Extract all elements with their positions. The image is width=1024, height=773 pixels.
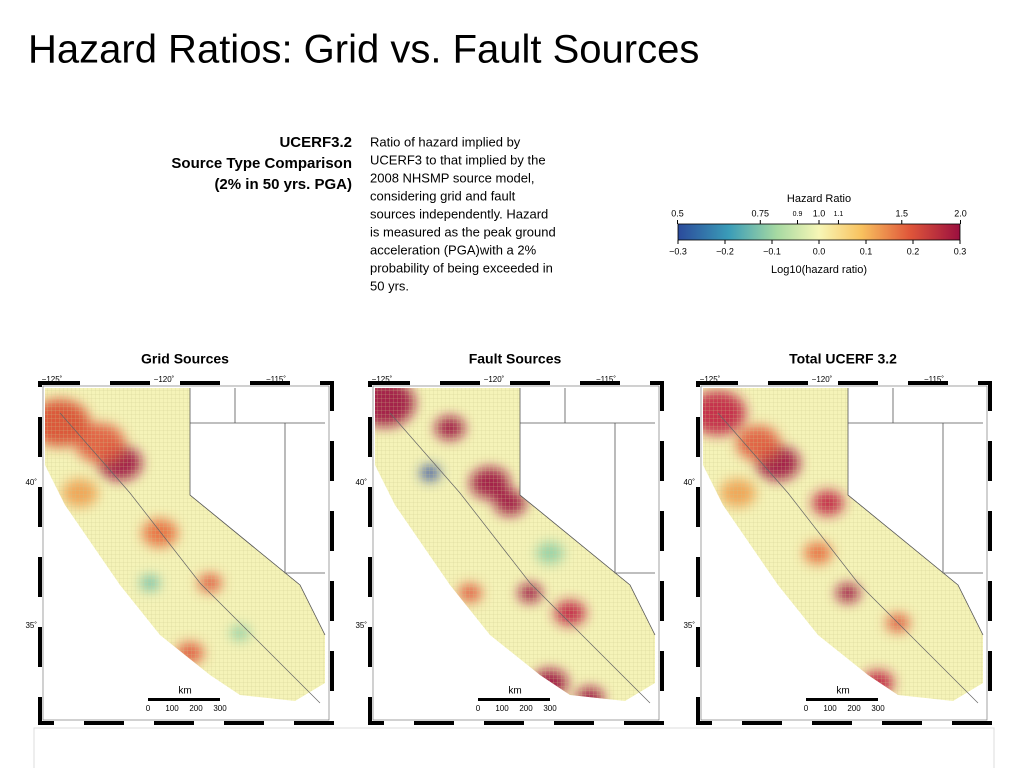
scale-label: 300 — [871, 704, 885, 713]
longitude-label: −120˚ — [812, 375, 833, 384]
heading-line: UCERF3.2 — [279, 134, 352, 151]
scale-bar — [148, 698, 220, 701]
colorbar-axis-label: Log10(hazard ratio) — [771, 264, 867, 276]
state-border — [189, 388, 326, 636]
description-line: acceleration (PGA)with a 2% — [370, 242, 537, 257]
map-border — [372, 385, 660, 721]
scale-label: 100 — [495, 704, 509, 713]
map-panel: Total UCERF 3.2 −125˚ −120˚ −115˚ 40˚ 35˚ km 0 1… — [683, 351, 992, 725]
scale-label: 0 — [146, 704, 151, 713]
longitude-label: −115˚ — [924, 375, 944, 384]
scale-label: 200 — [189, 704, 203, 713]
maps: Grid Sources −125˚ −120˚ −115˚ 40˚ 35˚ km 0 100 2… — [25, 351, 992, 725]
heading-line: (2% in 50 yrs. PGA) — [214, 176, 352, 193]
colorbar-ratio-label: 1.0 — [813, 208, 826, 218]
colorbar-log-label: −0.2 — [716, 246, 734, 256]
map-panel: Fault Sources −125˚ −120˚ −115˚ 40˚ 35˚ km 0 100… — [355, 351, 664, 725]
latitude-label: 35˚ — [25, 621, 37, 630]
scale-label: 200 — [847, 704, 861, 713]
map-panel: Grid Sources −125˚ −120˚ −115˚ 40˚ 35˚ km 0 100 2… — [25, 351, 334, 725]
longitude-label: −125˚ — [700, 375, 721, 384]
colorbar-ratio-label: 0.75 — [752, 208, 770, 218]
description-line: UCERF3 to that implied by the — [370, 152, 546, 167]
latitude-label: 40˚ — [355, 478, 367, 487]
latitude-label: 35˚ — [355, 621, 367, 630]
scale-bar — [478, 698, 550, 701]
heading: UCERF3.2 Source Type Comparison (2% in 50 … — [171, 134, 352, 193]
map-border — [42, 385, 330, 721]
description-line: sources independently. Hazard — [370, 206, 548, 221]
description-line: Ratio of hazard implied by — [370, 134, 521, 149]
footer-box — [33, 727, 995, 773]
colorbar-ratio-label: 0.5 — [671, 208, 684, 218]
longitude-label: −125˚ — [42, 375, 63, 384]
colorbar-ratio-label: 0.9 — [793, 211, 803, 218]
description-line: probability of being exceeded in — [370, 260, 553, 275]
colorbar-gradient — [677, 223, 961, 241]
scale-label: 300 — [213, 704, 227, 713]
scale-label: 0 — [476, 704, 481, 713]
slide-title: Hazard Ratios: Grid vs. Fault Sources — [28, 28, 699, 72]
colorbar-ratio-label: 1.5 — [896, 208, 909, 218]
fault-line — [59, 412, 321, 704]
map-title: Grid Sources — [141, 351, 229, 367]
longitude-label: −120˚ — [154, 375, 175, 384]
colorbar-log-label: −0.1 — [763, 246, 781, 256]
scale-label: 0 — [804, 704, 809, 713]
description-line: is measured as the peak ground — [370, 224, 556, 239]
scale-label: 300 — [543, 704, 557, 713]
description: Ratio of hazard implied by UCERF3 to that… — [370, 134, 556, 293]
latitude-label: 35˚ — [683, 621, 695, 630]
scale-bar — [806, 698, 878, 701]
longitude-label: −115˚ — [596, 375, 616, 384]
scale-label: 100 — [823, 704, 837, 713]
latitude-label: 40˚ — [25, 478, 37, 487]
description-line: 2008 NHSMP source model, — [370, 170, 535, 185]
colorbar-log-label: 0.0 — [813, 246, 826, 256]
scale-unit: km — [508, 686, 521, 697]
colorbar-log-label: 0.3 — [954, 246, 967, 256]
colorbar-log-label: −0.3 — [669, 246, 687, 256]
state-border — [847, 388, 984, 636]
colorbar: Hazard Ratio −0.3 −0.2 −0.1 0.0 0.1 0.2 0.3 0.5 0… — [669, 193, 967, 276]
scale-unit: km — [836, 686, 849, 697]
description-line: 50 yrs. — [370, 278, 409, 293]
map-title: Fault Sources — [469, 351, 562, 367]
colorbar-ratio-label: 2.0 — [954, 208, 967, 218]
scale-label: 100 — [165, 704, 179, 713]
longitude-label: −120˚ — [484, 375, 505, 384]
map-border — [700, 385, 988, 721]
heading-line: Source Type Comparison — [171, 155, 352, 172]
fault-line — [717, 412, 979, 704]
fault-line — [389, 412, 651, 704]
colorbar-log-label: 0.1 — [860, 246, 873, 256]
scale-label: 200 — [519, 704, 533, 713]
colorbar-log-label: 0.2 — [907, 246, 920, 256]
map-title: Total UCERF 3.2 — [789, 351, 897, 367]
longitude-label: −125˚ — [372, 375, 393, 384]
scale-unit: km — [178, 686, 191, 697]
longitude-label: −115˚ — [266, 375, 286, 384]
description-line: considering grid and fault — [370, 188, 516, 203]
latitude-label: 40˚ — [683, 478, 695, 487]
colorbar-title: Hazard Ratio — [787, 193, 851, 205]
colorbar-ratio-label: 1.1 — [834, 211, 844, 218]
state-border — [519, 388, 656, 636]
